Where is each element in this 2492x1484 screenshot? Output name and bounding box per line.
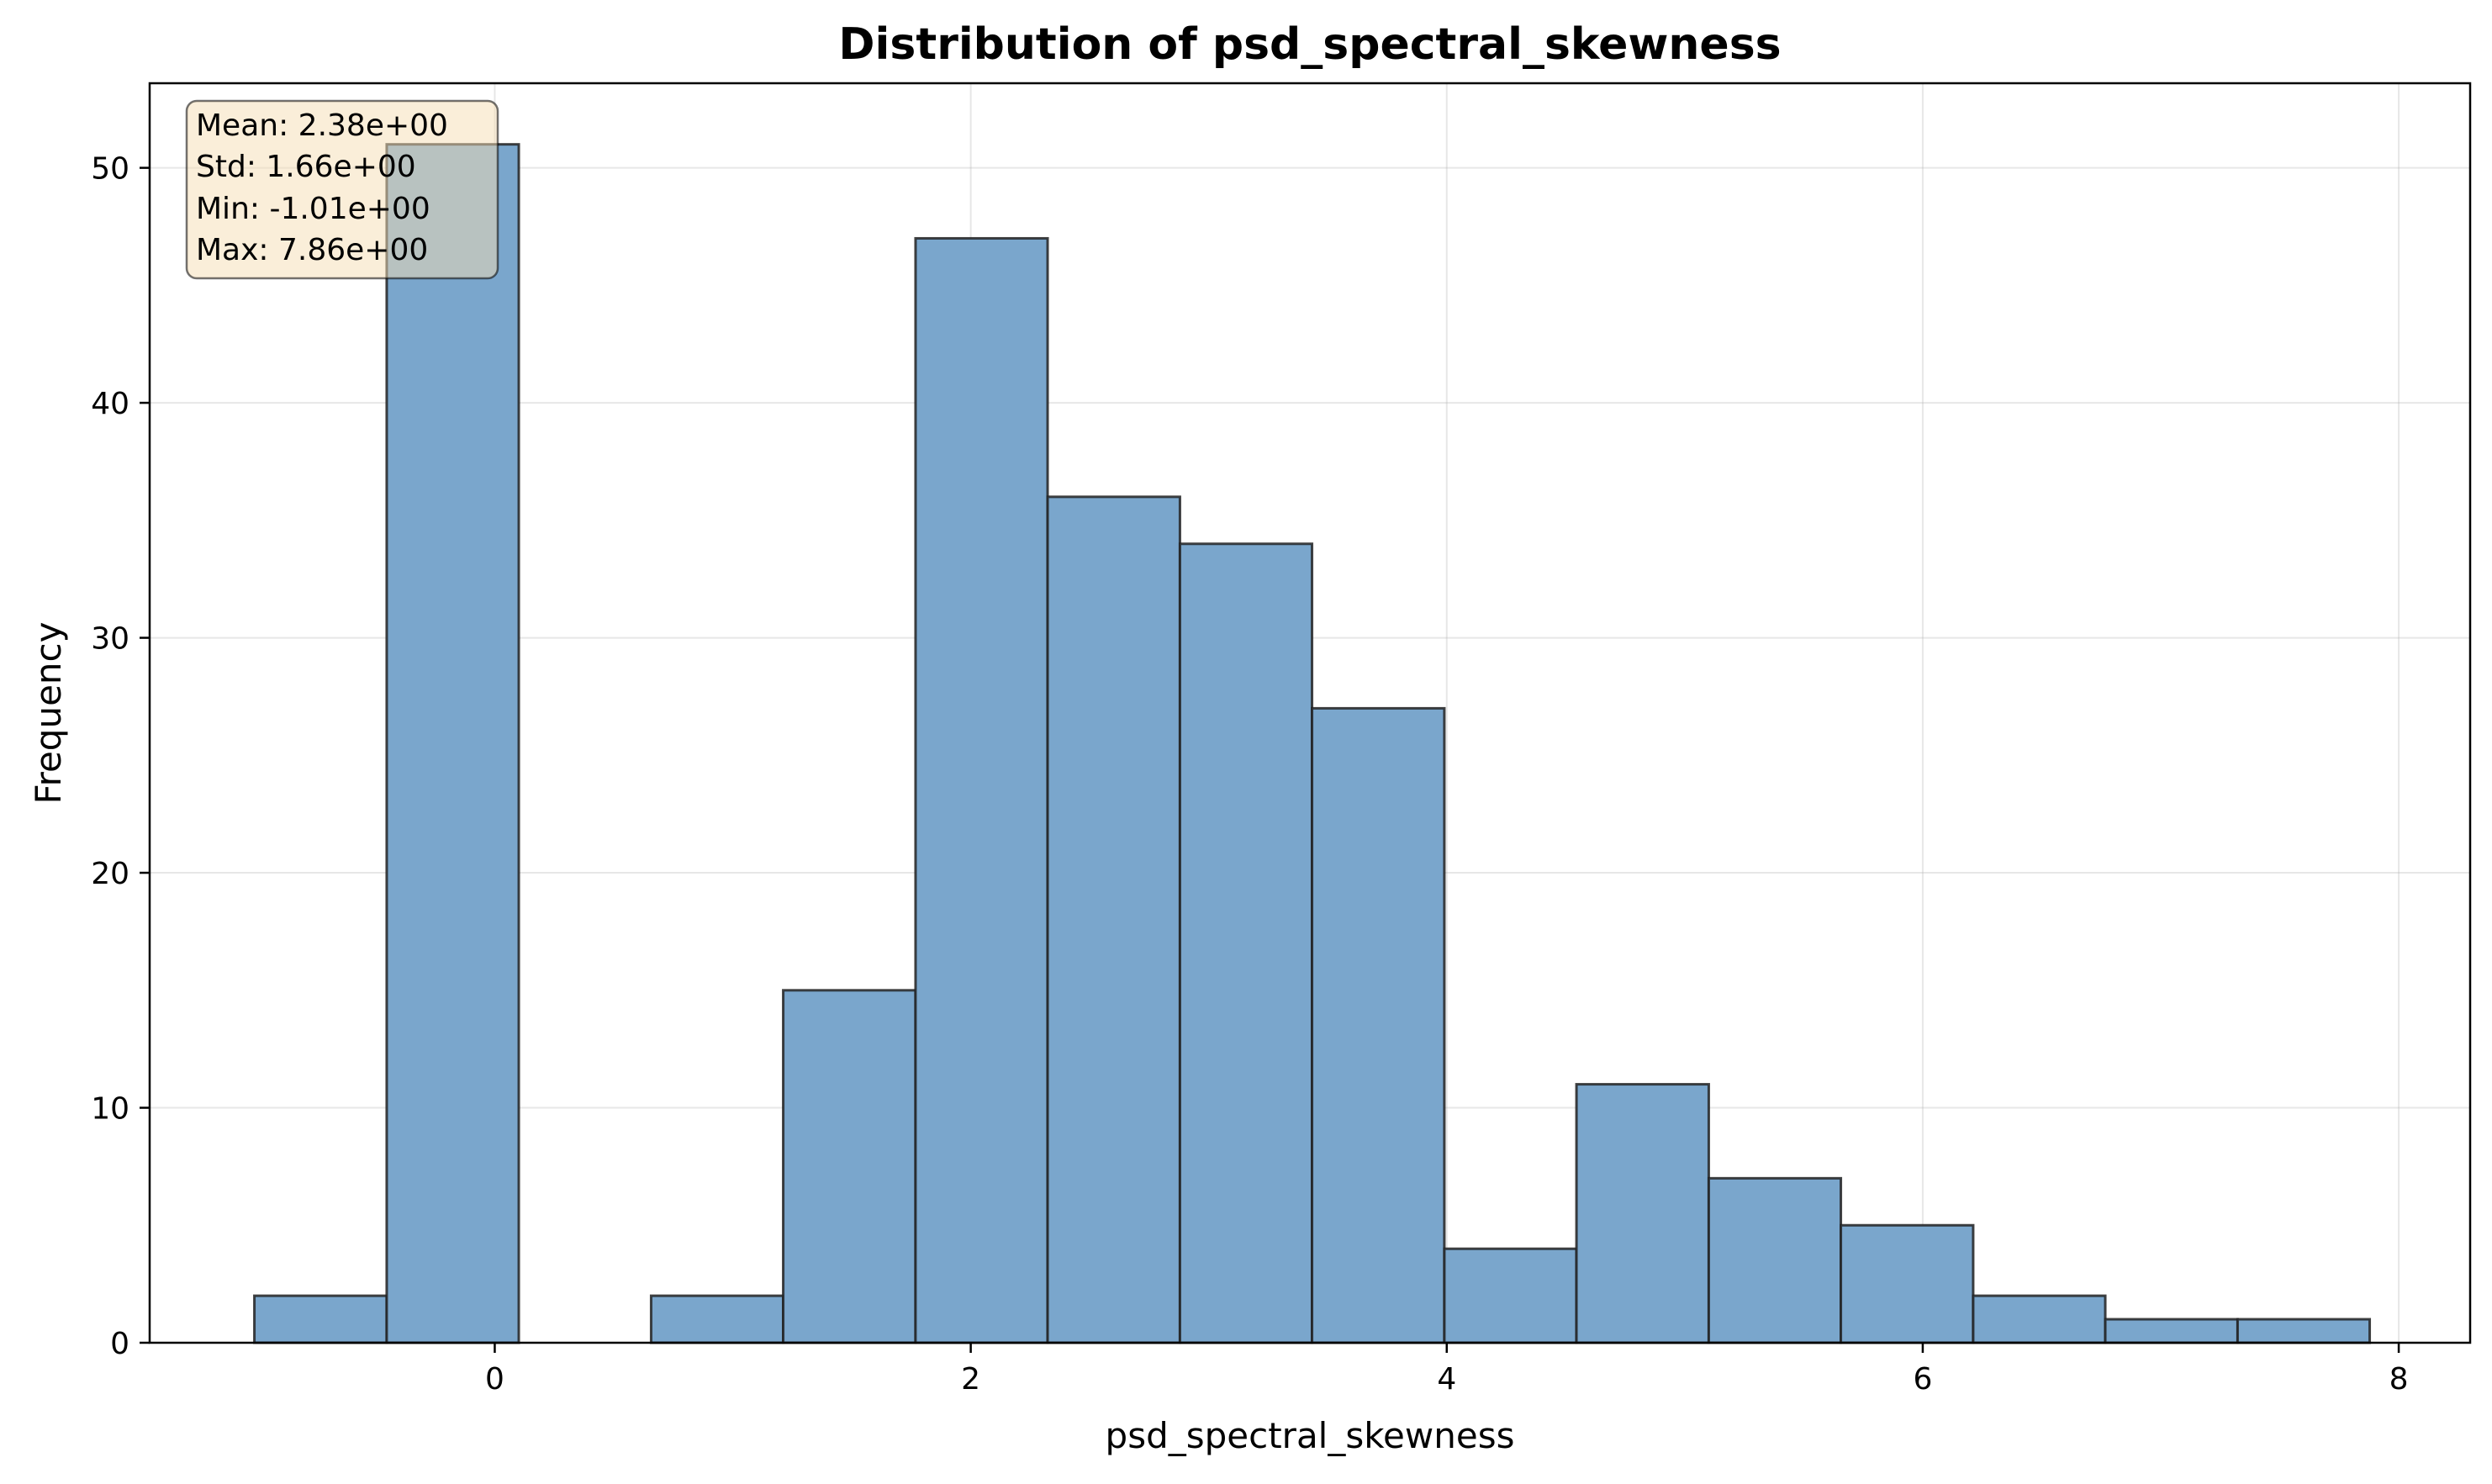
stats-box: Mean: 2.38e+00 Std: 1.66e+00 Min: -1.01e… [185,99,499,280]
histogram-bar [1707,1176,1843,1344]
x-tick-label: 2 [961,1362,980,1397]
histogram-bar [1575,1083,1710,1344]
histogram-bar [1840,1223,1975,1344]
stats-mean: Mean: 2.38e+00 [196,108,448,143]
grid [150,83,2470,1344]
y-tick-label: 20 [91,857,129,891]
stats-max: Max: 7.86e+00 [196,233,428,267]
y-tick-label: 10 [91,1092,129,1127]
histogram-bar [253,1294,388,1344]
x-tick-label: 6 [1913,1362,1932,1397]
histogram-bars [253,143,2372,1344]
chart-title: Distribution of psd_spectral_skewness [838,19,1781,70]
x-tick-label: 8 [2389,1362,2409,1397]
histogram-bar [1443,1247,1578,1344]
histogram-bar [2104,1318,2239,1344]
histogram-bar [1972,1294,2107,1344]
stats-std: Std: 1.66e+00 [196,150,416,184]
histogram-bar [1046,495,1181,1344]
y-tick-label: 40 [91,387,129,421]
x-axis-label: psd_spectral_skewness [1106,1415,1515,1456]
stats-box-background [185,99,499,280]
histogram-bar [385,143,520,1344]
y-tick-label: 0 [110,1327,129,1361]
y-tick-label: 30 [91,622,129,657]
plot-frame [148,82,2472,1344]
x-tick-label: 0 [485,1362,504,1397]
histogram-bar [1178,542,1314,1344]
histogram-bar [782,989,917,1344]
x-tick-label: 4 [1437,1362,1456,1397]
axis-ticks: 0 2 4 6 8 0 10 20 30 40 50 [91,152,2408,1397]
histogram-bar [914,236,1049,1344]
y-axis-label: Frequency [28,622,69,805]
y-tick-label: 50 [91,152,129,187]
stats-min: Min: -1.01e+00 [196,192,430,226]
histogram-bar [2236,1318,2372,1344]
histogram-bar [649,1294,785,1344]
histogram-bar [1311,706,1446,1344]
